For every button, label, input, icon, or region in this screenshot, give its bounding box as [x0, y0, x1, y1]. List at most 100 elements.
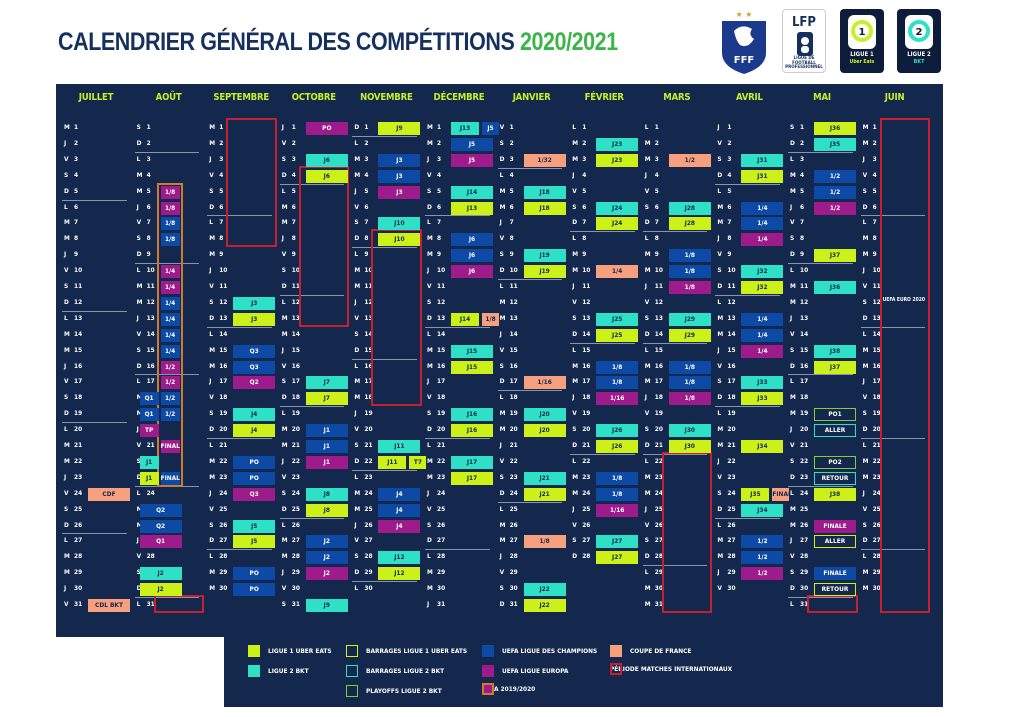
- day-number: 6: [74, 202, 79, 211]
- day-letter: J: [281, 345, 284, 354]
- day-letter: M: [209, 345, 216, 354]
- day-number: 29: [654, 568, 663, 577]
- day-number: 20: [364, 425, 373, 434]
- day-number: 12: [727, 297, 736, 306]
- day-number: 3: [437, 154, 442, 163]
- day-number: 5: [654, 186, 659, 195]
- legend: LIGUE 1 UBER EATS BARRAGES LIGUE 1 UBER E…: [224, 637, 943, 707]
- day-letter: M: [862, 345, 869, 354]
- day-letter: M: [790, 504, 796, 513]
- day-number: 10: [582, 266, 591, 275]
- month-header: AOÛT: [155, 92, 182, 103]
- day-letter: D: [644, 218, 650, 227]
- event-ucl: Q2: [139, 519, 182, 533]
- day-letter: M: [64, 218, 70, 227]
- intl-window: [371, 229, 422, 407]
- event-ucl: 1/2: [741, 551, 784, 565]
- season-text: 2020/2021: [519, 28, 618, 56]
- day-letter: V: [717, 250, 722, 259]
- event-bl2: ALLER: [814, 424, 856, 438]
- day-number: 28: [146, 552, 155, 561]
- day-letter: V: [572, 409, 577, 418]
- day-number: 21: [654, 441, 663, 449]
- day-number: 23: [872, 472, 881, 481]
- day-number: 25: [582, 504, 591, 513]
- day-letter: M: [644, 154, 651, 163]
- event-uel: J5: [451, 153, 493, 167]
- day-letter: V: [427, 282, 432, 290]
- day-number: 13: [74, 313, 83, 322]
- day-number: 23: [364, 472, 373, 481]
- day-letter: J: [209, 154, 212, 163]
- legend-item: PLAYOFFS LIGUE 2 BKT: [346, 685, 442, 697]
- day-letter: S: [499, 138, 504, 147]
- day-letter: J: [790, 202, 793, 211]
- day-number: 24: [146, 488, 155, 497]
- event-ucl: 1/8: [596, 360, 639, 374]
- day-letter: D: [64, 186, 69, 195]
- day-letter: M: [862, 123, 869, 131]
- day-number: 25: [219, 504, 228, 513]
- day-letter: L: [64, 202, 68, 211]
- day-letter: M: [209, 250, 216, 259]
- week-separator: [715, 406, 780, 408]
- lfp-logo-icon: LFP LIGUE DE FOOTBALL PROFESSIONNEL: [782, 9, 826, 73]
- day-number: 23: [727, 472, 736, 481]
- day-letter: V: [209, 170, 214, 179]
- day-letter: V: [64, 600, 69, 608]
- day-letter: M: [136, 297, 143, 306]
- day-number: 14: [727, 329, 736, 338]
- event-ucl: 1/8: [596, 471, 639, 485]
- day-number: 22: [364, 456, 373, 465]
- day-number: 13: [509, 313, 518, 322]
- day-letter: L: [281, 186, 286, 195]
- day-number: 21: [291, 441, 300, 449]
- day-letter: V: [354, 313, 359, 322]
- day-number: 16: [146, 361, 155, 370]
- day-number: 23: [291, 472, 300, 481]
- day-letter: D: [790, 472, 795, 481]
- day-number: 25: [74, 504, 83, 513]
- day-number: 7: [437, 218, 442, 227]
- day-letter: S: [572, 313, 577, 322]
- day-letter: S: [64, 170, 69, 179]
- day-number: 5: [800, 186, 805, 195]
- event-l2: J11: [378, 440, 421, 453]
- legend-label: BARRAGES LIGUE 1 UBER EATS: [366, 647, 468, 655]
- event-l2: J16: [451, 408, 493, 422]
- day-letter: M: [64, 568, 70, 577]
- day-number: 21: [146, 441, 155, 449]
- legend-swatch: [482, 665, 494, 677]
- day-letter: M: [717, 202, 724, 211]
- day-letter: V: [499, 234, 505, 243]
- day-number: 30: [654, 584, 663, 593]
- event-uel: 1/4: [160, 281, 180, 294]
- week-separator: [352, 469, 417, 471]
- day-letter: D: [499, 154, 505, 163]
- day-number: 12: [146, 297, 155, 306]
- day-number: 11: [146, 282, 155, 290]
- event-ucl: J6: [451, 233, 493, 247]
- day-letter: D: [354, 345, 360, 354]
- event-uel: 1/2: [814, 201, 856, 215]
- event-l2: J26: [596, 424, 639, 438]
- day-number: 30: [291, 584, 300, 593]
- day-letter: M: [209, 584, 216, 593]
- day-number: 16: [509, 361, 518, 370]
- day-letter: M: [209, 456, 216, 465]
- day-letter: M: [209, 138, 216, 147]
- day-letter: D: [499, 266, 505, 275]
- day-letter: V: [64, 154, 69, 163]
- day-number: 18: [219, 393, 228, 402]
- day-number: 16: [872, 361, 881, 370]
- event-ucl: J1: [305, 424, 348, 438]
- day-number: 23: [437, 472, 446, 481]
- event-uel: 1/8: [668, 281, 711, 294]
- day-letter: J: [209, 266, 212, 275]
- event-ucl: 1/4: [741, 217, 784, 231]
- day-letter: J: [427, 266, 430, 275]
- day-number: 16: [219, 361, 228, 370]
- day-letter: J: [572, 282, 575, 290]
- event-l1: J27: [596, 551, 639, 565]
- day-number: 8: [872, 234, 877, 243]
